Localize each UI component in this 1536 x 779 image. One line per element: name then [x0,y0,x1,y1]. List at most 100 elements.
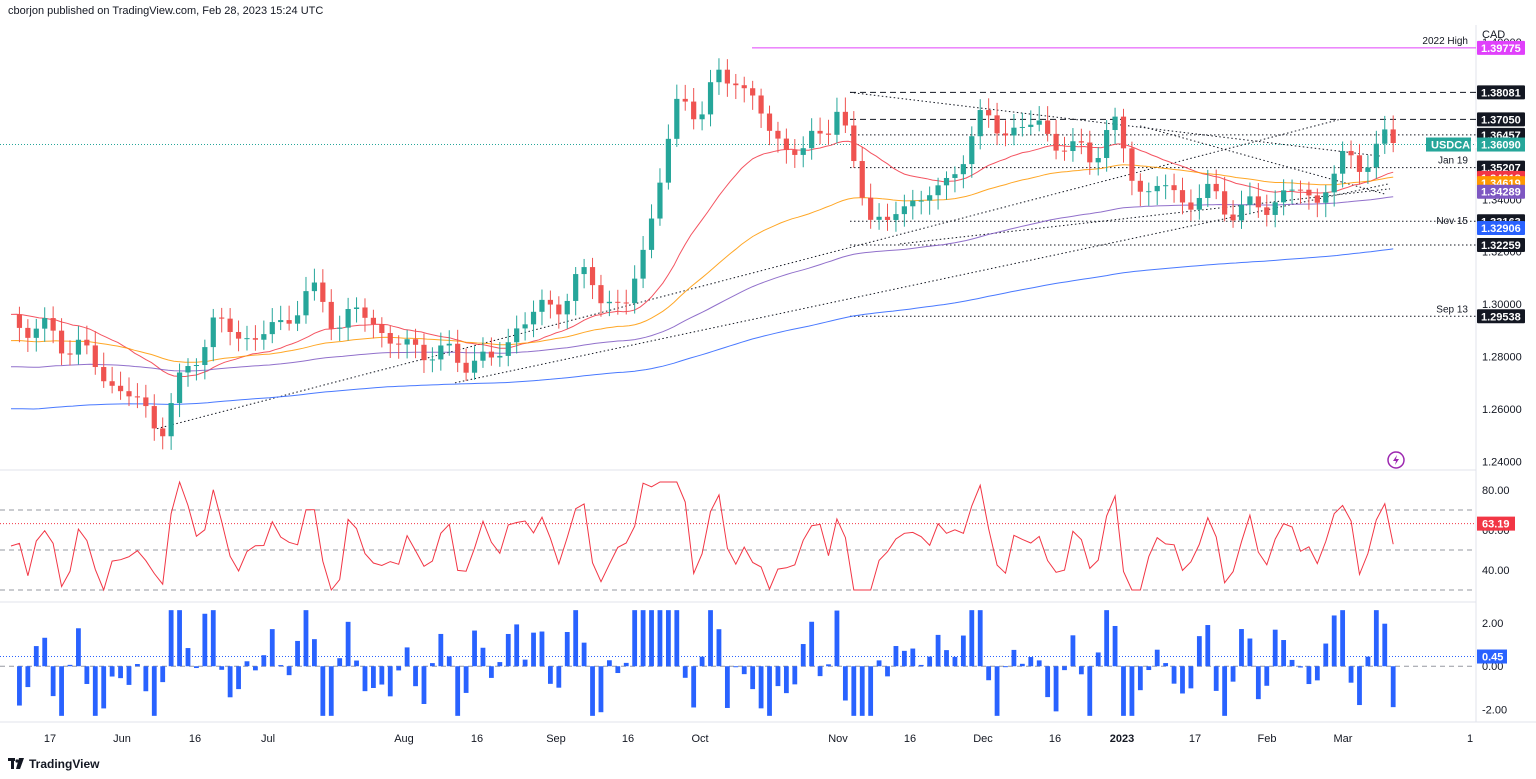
symbol-badge [1426,137,1471,152]
candle-body [741,85,747,89]
macd-bar [1255,666,1261,700]
candle-body [396,343,402,345]
candle-body [573,274,579,301]
macd-bar [202,613,208,667]
macd-bar [1230,666,1236,682]
candle-body [463,362,469,373]
price-level-annotation: Sep 13 [1436,304,1468,315]
macd-bar [101,666,107,709]
candle-body [92,345,98,368]
macd-bar [25,666,31,688]
candle-body [893,214,899,220]
candle-body [758,95,764,114]
candle-body [1289,189,1295,191]
candle-body [691,101,697,120]
macd-bar [834,610,840,667]
candle-body [337,327,343,329]
candle-body [328,301,334,329]
price-level-value: 1.29538 [1481,311,1521,323]
horizontal-levels [0,47,1476,317]
candle-body [151,406,157,429]
macd-bar [800,644,806,667]
candle-body [665,138,671,183]
macd-bar [1306,666,1312,685]
candle-body [421,344,427,361]
candle-body [67,353,73,355]
macd-bar [531,632,536,667]
candle-body [884,216,891,220]
macd-bar [1239,629,1244,667]
candle-body [556,304,562,315]
macd-bar [67,664,73,667]
candle-body [370,317,377,325]
candle-body [1095,158,1101,163]
candle-body [1087,142,1093,163]
macd-bar [758,666,764,709]
macd-pane: 2.00 0.00 -2.00 0.45 [0,610,1507,716]
price-level-annotation: Jan 19 [1438,156,1468,167]
macd-bar [1331,615,1337,667]
macd-bar [640,610,646,667]
candle-body [25,327,31,338]
candle-body [252,338,259,340]
macd-bar [421,666,427,704]
macd-tick-label: 2.00 [1482,618,1503,630]
time-tick-label: Feb [1258,733,1277,745]
time-tick-label: Sep [546,733,566,745]
macd-bar [716,629,722,667]
price-tick-label: 1.30000 [1482,299,1522,311]
trend-lines [156,91,1391,430]
time-tick-label: 16 [471,733,483,745]
candle-body [547,299,553,305]
candle-body [851,125,857,162]
macd-bar [1390,666,1396,708]
rsi-tick-label: 80.00 [1482,485,1510,497]
candle-body [825,133,832,135]
price-level-badge [1477,85,1525,100]
price-level-annotation: Nov 15 [1436,216,1468,227]
candle-body [842,111,848,126]
candle-body [1171,185,1177,191]
candle-body [42,318,48,329]
macd-bar [1163,663,1169,667]
macd-bar [480,647,486,667]
macd-bar [1180,666,1185,694]
macd-bar [151,666,157,716]
candle-body [1112,116,1118,131]
time-tick-label: Nov [828,733,848,745]
macd-bar [573,610,579,667]
candle-body [1163,185,1169,187]
candle-body [1146,191,1152,193]
macd-bar [826,664,831,667]
macd-bar [615,666,621,674]
grid-lines [0,25,1536,723]
macd-bar [244,661,250,667]
candle-body [943,177,950,186]
macd-bar [994,666,1000,716]
macd-bar [1171,666,1177,684]
candle-body [235,331,242,339]
candle-body [429,359,435,361]
time-tick-label: 16 [1049,733,1061,745]
tradingview-brand[interactable]: TradingView [8,757,99,771]
macd-bar [682,666,688,678]
rsi-badge [1477,516,1515,531]
macd-bar [1340,610,1346,667]
macd-bar [868,666,874,716]
macd-bar [1087,666,1093,716]
macd-bar [606,660,612,667]
macd-bar [901,650,907,667]
candle-body [800,148,806,155]
macd-bar [969,610,975,667]
macd-bar [935,634,941,667]
candle-body [488,351,494,358]
candle-body [362,307,368,318]
candle-body [193,365,200,367]
price-level-badge [1477,112,1525,127]
replay-icon[interactable] [1387,451,1405,469]
candle-body [58,330,65,354]
macd-bar [404,647,410,667]
candle-body [733,83,739,86]
macd-bar [109,666,115,677]
